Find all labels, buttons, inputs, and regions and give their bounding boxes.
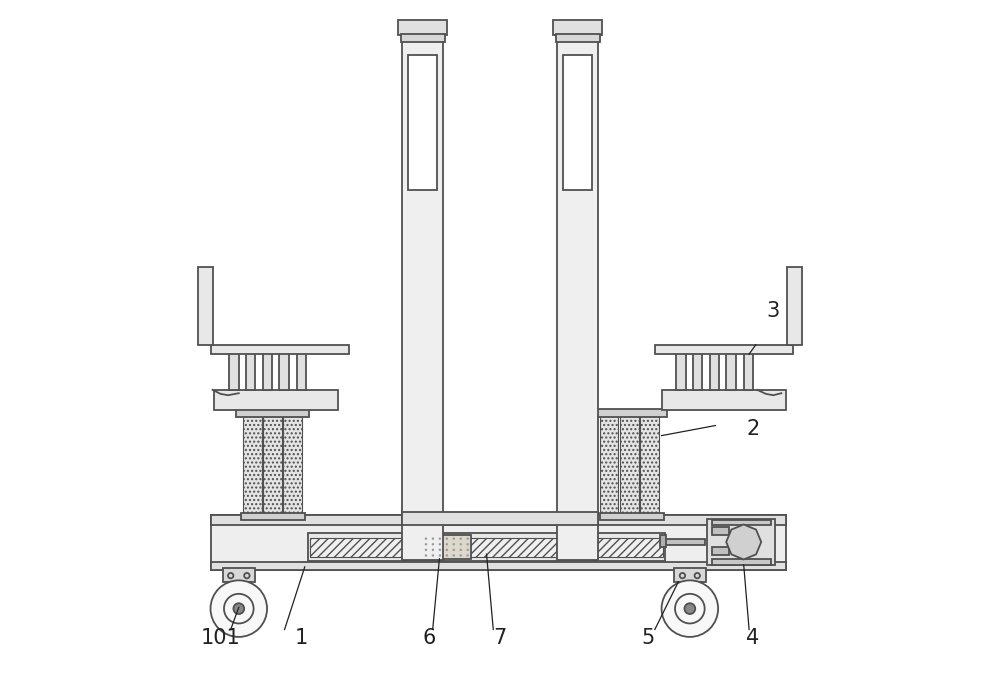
Bar	[423, 535, 471, 559]
Circle shape	[453, 537, 455, 540]
Bar	[710, 353, 719, 390]
Bar	[401, 34, 445, 42]
Circle shape	[425, 537, 427, 540]
Text: 2: 2	[747, 419, 760, 439]
Text: 4: 4	[746, 628, 759, 648]
Circle shape	[425, 554, 427, 556]
Bar	[198, 267, 213, 345]
Bar	[676, 353, 686, 390]
Bar	[310, 538, 663, 557]
Circle shape	[460, 549, 462, 551]
Circle shape	[439, 549, 441, 551]
Bar	[241, 513, 305, 520]
Bar	[744, 353, 753, 390]
Circle shape	[211, 581, 267, 637]
Bar	[308, 533, 665, 561]
Circle shape	[662, 581, 718, 637]
Bar	[229, 353, 239, 390]
Bar	[674, 569, 706, 582]
Bar	[662, 390, 786, 410]
Text: 7: 7	[493, 628, 507, 648]
Circle shape	[466, 543, 469, 546]
Bar	[563, 55, 592, 190]
Circle shape	[446, 554, 448, 556]
Bar	[557, 25, 598, 560]
Circle shape	[453, 549, 455, 551]
Circle shape	[446, 543, 448, 546]
Bar	[553, 20, 602, 35]
Bar	[398, 20, 447, 35]
Bar	[594, 409, 667, 417]
Bar	[655, 345, 793, 354]
Bar	[214, 390, 338, 410]
Polygon shape	[726, 525, 761, 560]
Circle shape	[466, 549, 469, 551]
Bar	[246, 353, 255, 390]
Circle shape	[453, 543, 455, 546]
Circle shape	[233, 603, 244, 614]
Circle shape	[446, 537, 448, 540]
Text: 1: 1	[295, 628, 308, 648]
Circle shape	[460, 543, 462, 546]
Bar	[211, 515, 786, 525]
Circle shape	[460, 554, 462, 556]
Text: 6: 6	[423, 628, 436, 648]
Circle shape	[446, 549, 448, 551]
Bar	[712, 560, 771, 565]
Circle shape	[432, 549, 434, 551]
Bar	[263, 416, 282, 515]
Bar	[600, 513, 664, 520]
Bar	[660, 535, 666, 548]
Circle shape	[466, 537, 469, 540]
Bar	[263, 353, 272, 390]
Circle shape	[432, 554, 434, 556]
Bar	[787, 267, 802, 345]
Circle shape	[425, 549, 427, 551]
Bar	[236, 409, 309, 417]
Bar	[707, 519, 775, 565]
Bar	[712, 547, 729, 555]
Text: 101: 101	[201, 628, 240, 648]
Circle shape	[439, 537, 441, 540]
Circle shape	[432, 543, 434, 546]
Bar	[402, 512, 598, 525]
Text: 5: 5	[641, 628, 655, 648]
Circle shape	[432, 537, 434, 540]
Bar	[600, 416, 618, 515]
Bar	[662, 539, 705, 546]
Bar	[640, 416, 659, 515]
Circle shape	[684, 603, 695, 614]
Circle shape	[460, 537, 462, 540]
Bar	[408, 55, 437, 190]
Bar	[243, 416, 262, 515]
Circle shape	[453, 554, 455, 556]
Bar	[211, 562, 786, 571]
Circle shape	[466, 554, 469, 556]
Circle shape	[425, 543, 427, 546]
Bar	[726, 353, 736, 390]
Bar	[556, 34, 600, 42]
Bar	[283, 416, 302, 515]
Bar	[279, 353, 289, 390]
Circle shape	[439, 543, 441, 546]
Bar	[297, 353, 306, 390]
Bar	[402, 25, 443, 560]
Circle shape	[439, 554, 441, 556]
Bar	[211, 515, 786, 571]
Bar	[693, 353, 702, 390]
Text: 3: 3	[767, 301, 780, 321]
Bar	[620, 416, 639, 515]
Bar	[712, 527, 729, 535]
Bar	[223, 569, 255, 582]
Bar	[712, 520, 771, 525]
Bar	[211, 345, 349, 354]
